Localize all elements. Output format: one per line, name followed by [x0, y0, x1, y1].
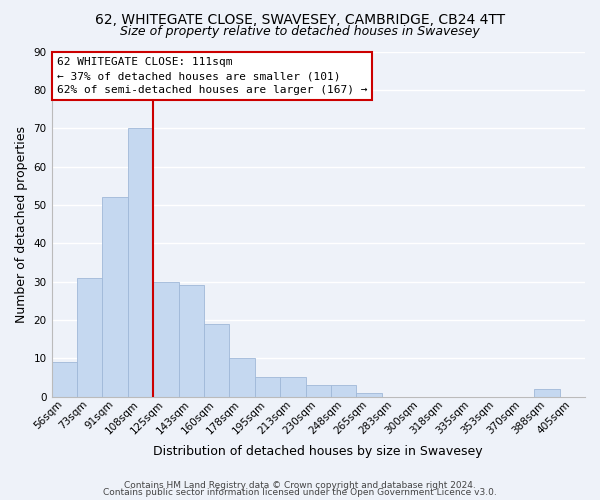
Bar: [103, 197, 128, 396]
Bar: [534, 389, 560, 396]
Bar: [229, 358, 255, 397]
Bar: [77, 278, 103, 396]
Bar: [331, 385, 356, 396]
Text: 62, WHITEGATE CLOSE, SWAVESEY, CAMBRIDGE, CB24 4TT: 62, WHITEGATE CLOSE, SWAVESEY, CAMBRIDGE…: [95, 12, 505, 26]
Bar: [153, 282, 179, 397]
Bar: [305, 385, 331, 396]
Text: 62 WHITEGATE CLOSE: 111sqm
← 37% of detached houses are smaller (101)
62% of sem: 62 WHITEGATE CLOSE: 111sqm ← 37% of deta…: [57, 56, 367, 96]
Text: Size of property relative to detached houses in Swavesey: Size of property relative to detached ho…: [120, 25, 480, 38]
Bar: [128, 128, 153, 396]
Text: Contains public sector information licensed under the Open Government Licence v3: Contains public sector information licen…: [103, 488, 497, 497]
Bar: [179, 286, 204, 397]
Bar: [280, 378, 305, 396]
Y-axis label: Number of detached properties: Number of detached properties: [15, 126, 28, 322]
X-axis label: Distribution of detached houses by size in Swavesey: Distribution of detached houses by size …: [154, 444, 483, 458]
Text: Contains HM Land Registry data © Crown copyright and database right 2024.: Contains HM Land Registry data © Crown c…: [124, 481, 476, 490]
Bar: [356, 392, 382, 396]
Bar: [204, 324, 229, 396]
Bar: [255, 378, 280, 396]
Bar: [52, 362, 77, 396]
